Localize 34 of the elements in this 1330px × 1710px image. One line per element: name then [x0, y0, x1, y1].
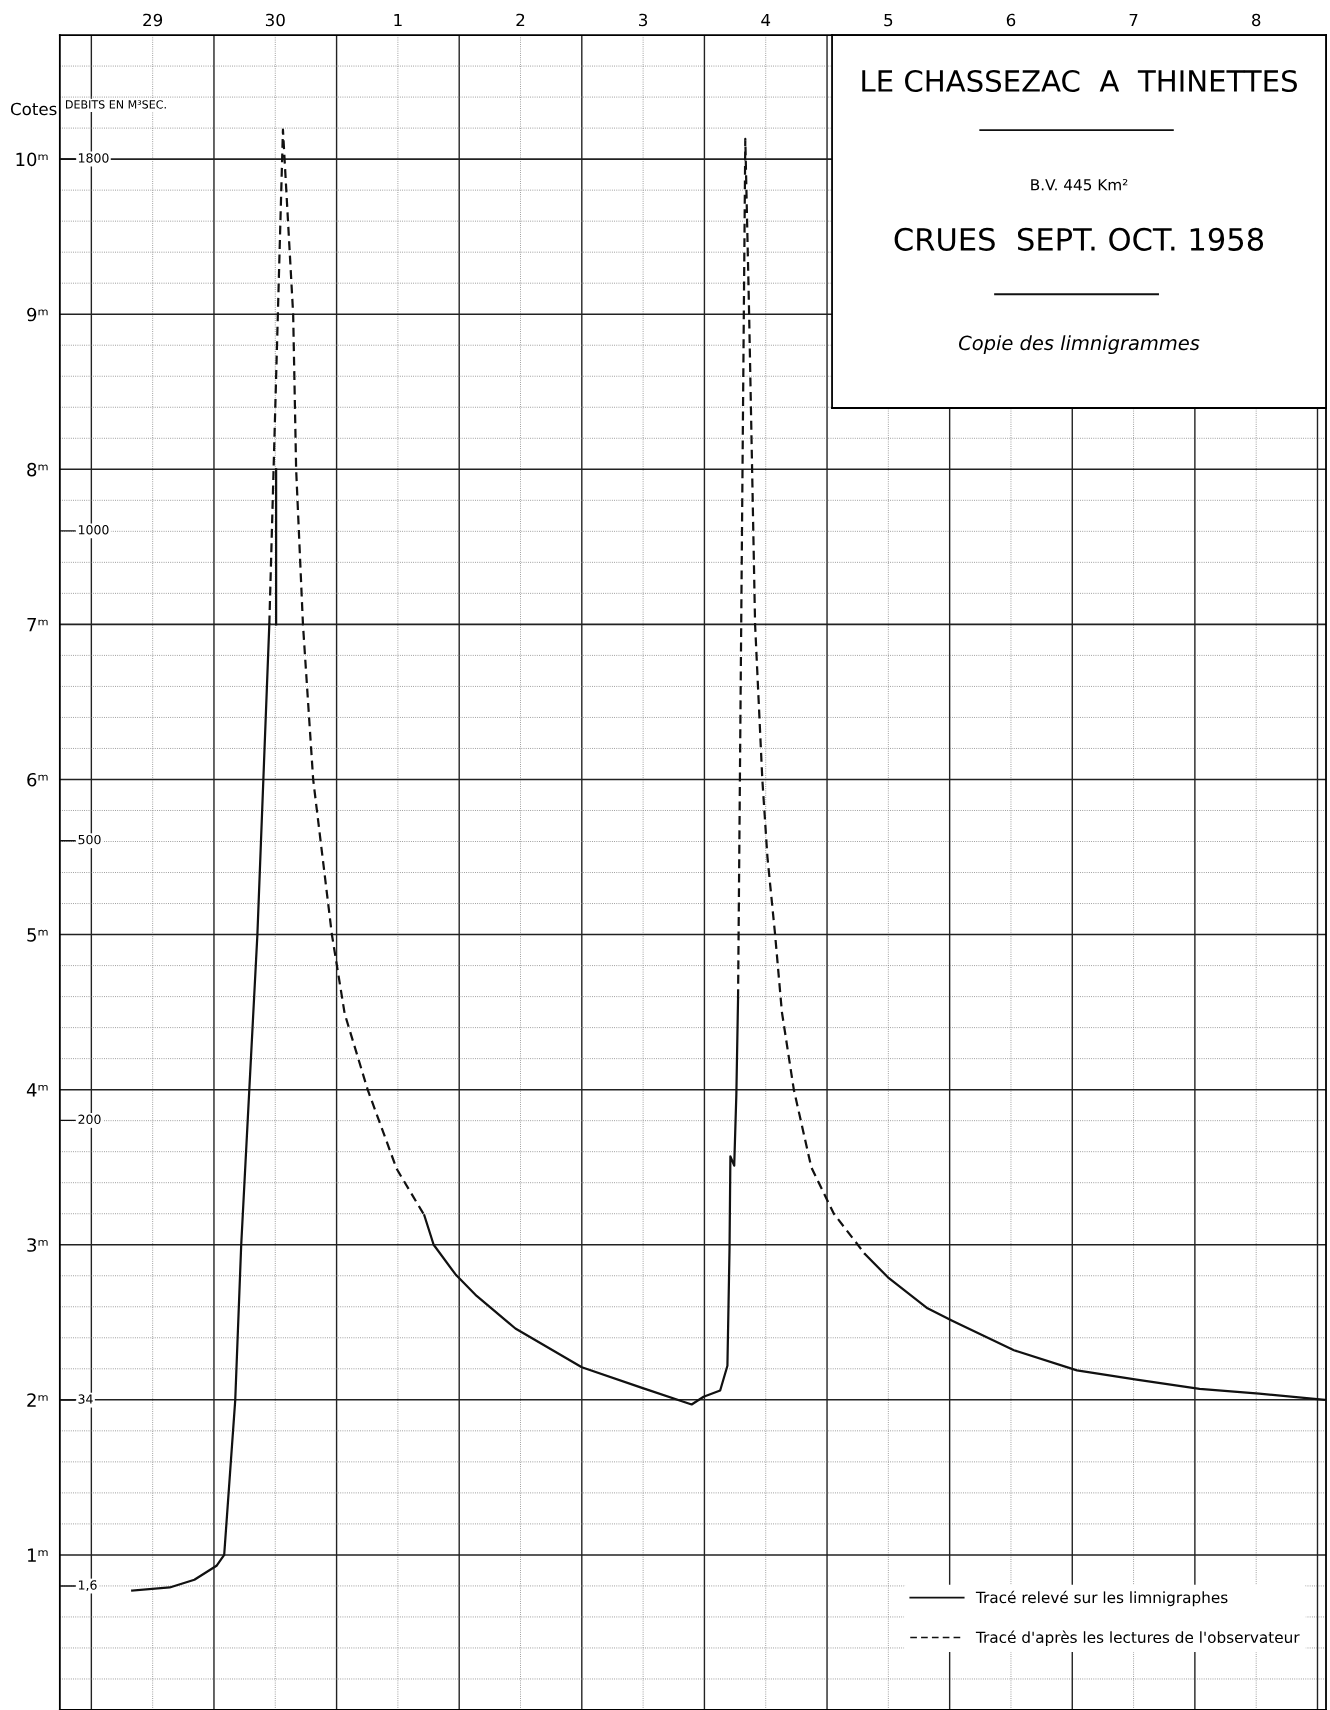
x-tick-label: 30: [265, 13, 285, 27]
y-tick-label: 6ᵐ: [27, 772, 48, 787]
annotation: 500: [78, 834, 101, 845]
annotation: Copie des limnigrammes: [959, 335, 1200, 355]
x-tick-label: 4: [761, 13, 771, 27]
x-tick-label: 6: [1006, 13, 1016, 27]
y-tick-label: 2ᵐ: [27, 1393, 48, 1407]
x-tick-label: 1: [394, 13, 402, 27]
y-tick-label: 1ᵐ: [27, 1548, 48, 1562]
text: LE CHASSEZAC A THINETTES: [862, 69, 1297, 92]
x-tick-label: 2: [516, 13, 525, 27]
legend-label: Tracé d'après les lectures de l'observateur: [975, 1630, 1300, 1646]
x-tick-label: 29: [143, 13, 163, 27]
y-tick-label: 9ᵐ: [27, 307, 48, 322]
x-tick-label: 5: [884, 13, 893, 27]
annotation: B.V. 445 Km²: [1031, 178, 1128, 191]
x-tick-label: 8: [1252, 13, 1261, 27]
y-tick-label: 7ᵐ: [27, 618, 48, 632]
y-tick-label: 5ᵐ: [27, 928, 48, 942]
annotation: 1800: [78, 153, 109, 163]
y-axis-title: Cotes: [10, 102, 57, 116]
annotation: 34: [78, 1394, 93, 1404]
y-tick-label: 8ᵐ: [27, 462, 48, 477]
annotation: 1000: [78, 525, 109, 535]
x-tick-label: 3: [639, 13, 648, 27]
y-tick-label: 3ᵐ: [27, 1238, 48, 1252]
legend-label: Tracé relevé sur les limnigraphes: [975, 1590, 1228, 1607]
y-tick-label: 4ᵐ: [26, 1083, 48, 1097]
annotation: 1,6: [78, 1580, 97, 1591]
annotation: 200: [78, 1114, 101, 1125]
y-tick-label: 10ᵐ: [16, 152, 48, 167]
annotation: DEBITS EN M³SEC.: [66, 100, 166, 109]
text: CRUES SEPT. OCT. 1958: [894, 227, 1264, 251]
x-tick-label: 7: [1129, 13, 1138, 27]
